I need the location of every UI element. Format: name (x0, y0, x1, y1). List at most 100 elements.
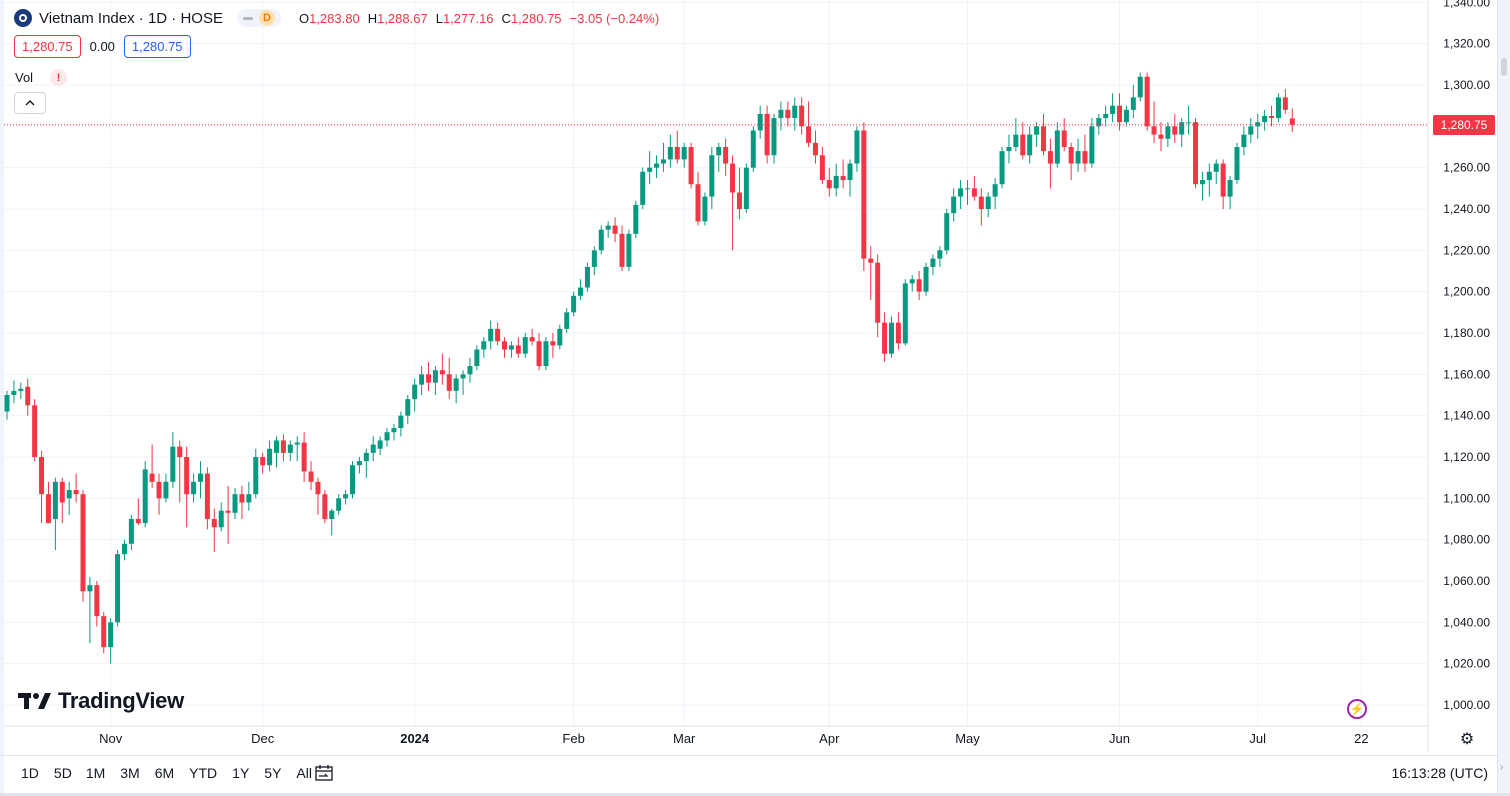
candle (958, 180, 964, 209)
range-button-ytd[interactable]: YTD (189, 765, 218, 781)
candle-body (736, 192, 742, 209)
legend-header: Vietnam Index · 1D · HOSE D O1,283.80 H1… (14, 7, 659, 29)
candle-body (854, 130, 860, 164)
candle (591, 246, 597, 276)
x-tick-label: Mar (673, 731, 696, 746)
candle (1110, 93, 1116, 123)
range-button-1m[interactable]: 1M (85, 765, 106, 781)
candle (322, 490, 328, 524)
candle (273, 436, 279, 468)
x-tick-label: 2024 (400, 731, 430, 746)
candle (94, 581, 100, 627)
candle-body (557, 328, 563, 346)
candle (723, 138, 729, 176)
candle-body (1047, 151, 1053, 164)
warning-icon[interactable]: ! (50, 69, 68, 86)
close-value: C1,280.75 (501, 10, 562, 26)
candle (1248, 118, 1254, 143)
tradingview-logo[interactable]: TradingView (18, 688, 184, 714)
interval-pill[interactable]: D (236, 9, 281, 27)
candle-body (674, 147, 680, 160)
bid-box[interactable]: 1,280.75 (14, 35, 81, 58)
scroll-thumb[interactable] (1501, 58, 1507, 76)
range-button-6m[interactable]: 6M (154, 765, 175, 781)
candle-body (971, 188, 977, 197)
candle-body (1179, 122, 1185, 135)
candle-body (356, 461, 362, 466)
candle-body (778, 109, 784, 119)
candle (439, 353, 445, 385)
candle (246, 481, 252, 511)
candle (619, 225, 625, 271)
candle-body (121, 543, 127, 555)
range-button-5d[interactable]: 5D (53, 765, 72, 781)
candle-body (502, 341, 508, 350)
candle-body (819, 155, 825, 181)
candle-body (985, 196, 991, 209)
lightning-icon[interactable]: ⚡ (1347, 699, 1367, 719)
candle (716, 142, 722, 172)
candle-body (944, 213, 950, 251)
candle-body (1227, 180, 1233, 197)
candle-body (149, 473, 155, 482)
range-button-1y[interactable]: 1Y (232, 765, 250, 781)
candle-body (909, 279, 915, 284)
volume-label[interactable]: Vol (15, 70, 34, 85)
candle (785, 101, 791, 127)
candle (502, 337, 508, 358)
candle-body (1068, 147, 1074, 164)
candle (232, 488, 238, 519)
ask-box[interactable]: 1,280.75 (123, 35, 191, 58)
candle (156, 473, 162, 515)
candle-body (626, 233, 632, 267)
candle (1275, 93, 1281, 123)
candle-body (619, 233, 625, 267)
range-button-3m[interactable]: 3M (120, 765, 140, 781)
candle (868, 246, 874, 300)
candle-body (591, 250, 597, 267)
candle (426, 361, 432, 391)
candle (377, 436, 383, 455)
candle (101, 612, 107, 654)
chevron-right-icon[interactable]: › (1500, 762, 1504, 773)
x-tick-label: Nov (99, 731, 123, 746)
candle-body (488, 328, 494, 342)
right-scrollbar[interactable]: › (1497, 0, 1510, 796)
candle-body (888, 322, 894, 354)
candle-body (598, 229, 604, 251)
candle (39, 450, 45, 524)
candle (467, 357, 473, 383)
candle-body (1213, 163, 1219, 172)
symbol-title[interactable]: Vietnam Index · 1D · HOSE (39, 9, 223, 27)
candle-body (1199, 180, 1205, 185)
candle-body (1269, 116, 1275, 119)
candle-body (992, 184, 998, 197)
calendar-goto-icon[interactable] (314, 764, 334, 782)
candle-body (785, 109, 791, 119)
x-tick-label: Apr (819, 731, 840, 746)
candle (398, 411, 404, 437)
candle-body (94, 585, 100, 617)
candle-body (875, 262, 881, 323)
candle (951, 188, 957, 222)
candle (695, 171, 701, 226)
candle (294, 436, 300, 462)
candle-body (1013, 134, 1019, 147)
candle-body (1020, 134, 1026, 156)
candle-body (882, 322, 888, 354)
candle (1054, 122, 1060, 168)
candle (135, 498, 141, 526)
range-button-1d[interactable]: 1D (21, 765, 39, 781)
range-button-5y[interactable]: 5Y (264, 765, 282, 781)
quote-row: 1,280.75 0.00 1,280.75 (14, 35, 191, 58)
range-button-all[interactable]: All (296, 765, 312, 781)
candle (667, 134, 673, 168)
symbol-logo-icon (14, 9, 32, 27)
collapse-legend-button[interactable] (14, 92, 46, 114)
candle (964, 180, 970, 205)
settings-gear-icon[interactable]: ⚙ (1459, 731, 1475, 748)
utc-clock[interactable]: 16:13:28 (UTC) (1391, 765, 1488, 781)
candle (688, 142, 694, 189)
candle (1282, 89, 1288, 114)
